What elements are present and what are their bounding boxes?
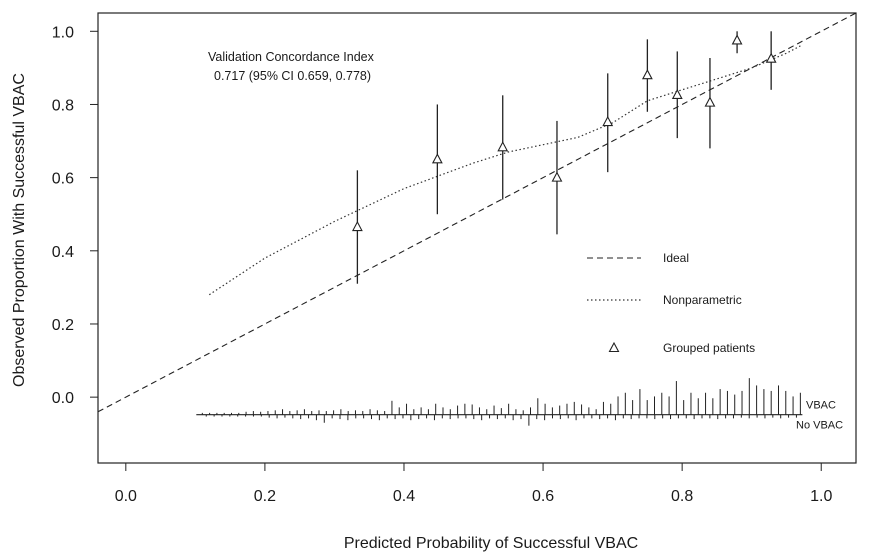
grouped-patient-point	[551, 171, 563, 182]
legend-label-grouped: Grouped patients	[663, 341, 755, 355]
x-tick-label: 0.6	[532, 488, 554, 505]
rug-label-vbac: VBAC	[806, 400, 836, 412]
grouped-patient-point	[641, 69, 653, 80]
plot-area	[98, 13, 856, 413]
ideal-line	[98, 13, 856, 413]
plot-frame	[97, 12, 857, 464]
y-tick-label: 0.0	[52, 390, 74, 407]
grouped-patient-point	[671, 88, 683, 100]
legend-label-ideal: Ideal	[663, 251, 689, 265]
x-tick-label: 0.4	[393, 488, 415, 505]
grouped-patient-point	[351, 220, 363, 232]
grouped-patient-point	[497, 141, 509, 152]
y-tick-label: 0.8	[52, 97, 74, 114]
x-tick-label: 1.0	[810, 488, 832, 505]
grouped-patient-point	[704, 96, 716, 107]
x-tick-label: 0.0	[115, 488, 137, 505]
annotation-line2: 0.717 (95% CI 0.659, 0.778)	[214, 69, 371, 83]
legend-label-nonparametric: Nonparametric	[663, 293, 742, 307]
y-tick-label: 0.6	[52, 171, 74, 188]
rug-label-novbac: No VBAC	[796, 420, 843, 432]
x-axis-title: Predicted Probability of Successful VBAC	[344, 535, 638, 552]
grouped-patient-point	[731, 34, 743, 45]
y-tick-label: 0.2	[52, 317, 74, 334]
x-tick-label: 0.2	[254, 488, 276, 505]
y-tick-label: 1.0	[52, 24, 74, 41]
legend-swatch-grouped	[608, 341, 620, 353]
grouped-patient-point	[431, 153, 443, 164]
grouped-patient-point	[765, 52, 777, 63]
y-tick-label: 0.4	[52, 244, 74, 261]
nonparametric-line	[208, 45, 801, 296]
annotation-line1: Validation Concordance Index	[208, 50, 375, 64]
grouped-patient-point	[602, 115, 614, 127]
x-tick-label: 0.8	[671, 488, 693, 505]
y-axis-title: Observed Proportion With Successful VBAC	[11, 73, 28, 387]
